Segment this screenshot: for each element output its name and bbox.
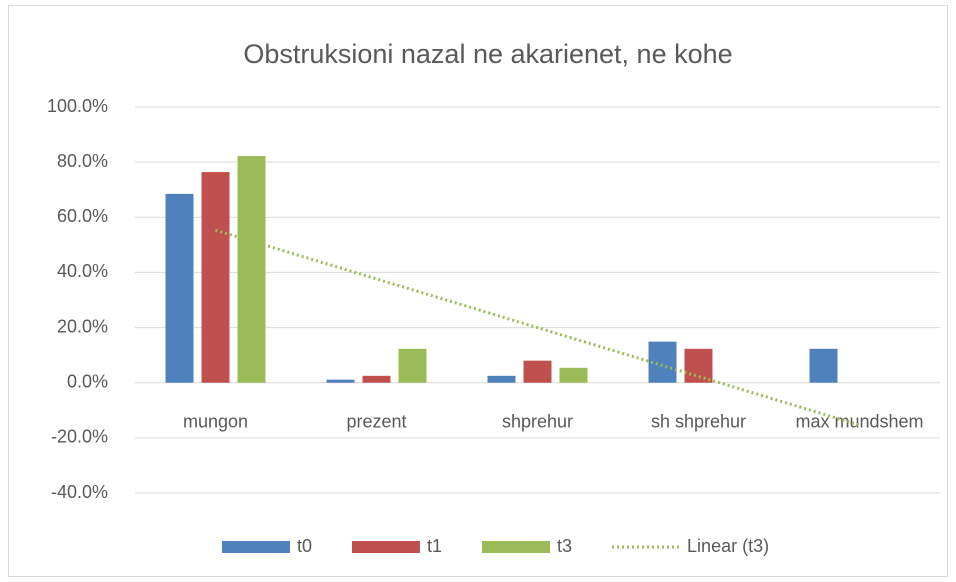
legend-label: t1 bbox=[427, 536, 442, 556]
y-tick-label: 0.0% bbox=[67, 371, 108, 391]
legend-label: t3 bbox=[557, 536, 572, 556]
x-tick-label: sh shprehur bbox=[651, 411, 746, 431]
chart-title: Obstruksioni nazal ne akarienet, ne kohe bbox=[243, 39, 732, 69]
bar bbox=[398, 348, 427, 383]
y-tick-label: 100.0% bbox=[47, 96, 108, 116]
chart-border bbox=[8, 5, 948, 577]
legend-label: t0 bbox=[297, 536, 312, 556]
legend-swatch bbox=[222, 541, 290, 553]
legend-swatch bbox=[352, 541, 421, 553]
trendline bbox=[215, 228, 860, 427]
bar bbox=[809, 348, 838, 383]
y-tick-label: 40.0% bbox=[57, 261, 108, 281]
y-tick-label: 80.0% bbox=[57, 151, 108, 171]
x-tick-label: max mundshem bbox=[795, 411, 923, 431]
y-tick-label: -40.0% bbox=[51, 482, 108, 502]
x-tick-label: prezent bbox=[346, 411, 406, 431]
legend-label: Linear (t3) bbox=[687, 536, 769, 556]
bar bbox=[237, 156, 266, 383]
y-tick-label: -20.0% bbox=[51, 427, 108, 447]
bar bbox=[326, 379, 355, 383]
legend-swatch bbox=[482, 541, 551, 553]
bar bbox=[362, 375, 391, 383]
y-tick-label: 20.0% bbox=[57, 316, 108, 336]
y-tick-label: 60.0% bbox=[57, 206, 108, 226]
bar bbox=[487, 375, 516, 383]
bar bbox=[201, 172, 230, 383]
x-tick-label: mungon bbox=[183, 411, 248, 431]
bar bbox=[684, 348, 713, 383]
bar bbox=[165, 193, 194, 383]
bar bbox=[523, 360, 552, 383]
bar bbox=[648, 341, 677, 383]
bar bbox=[559, 367, 588, 383]
x-tick-label: shprehur bbox=[502, 411, 573, 431]
